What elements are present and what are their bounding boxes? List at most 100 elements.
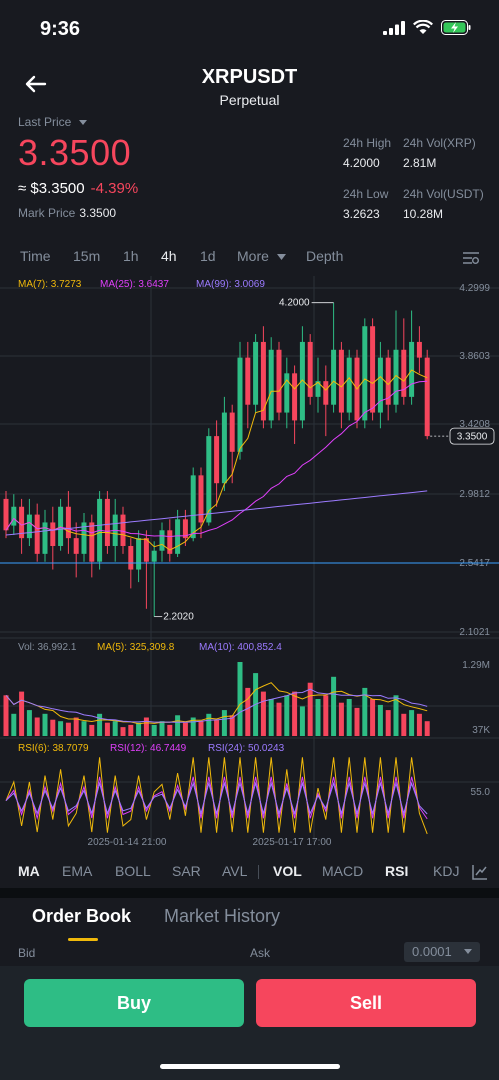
- ind-macd[interactable]: MACD: [322, 863, 364, 879]
- volume-bar: [50, 719, 56, 736]
- volume-bar: [307, 682, 313, 736]
- chart-area[interactable]: 4.2999 3.8603 3.4208 2.9812 2.5417 2.1021 MA(7…: [0, 273, 499, 856]
- volume-bar: [89, 724, 95, 736]
- rsi24-legend: RSI(24): 50.0243: [208, 743, 285, 754]
- volume-bar: [198, 721, 204, 736]
- ma25-legend: MA(25): 3.6437: [100, 279, 169, 290]
- candle-body: [214, 436, 220, 484]
- candlestick-chart[interactable]: 4.2999 3.8603 3.4208 2.9812 2.5417 2.1021 MA(7…: [0, 273, 499, 856]
- tab-depth[interactable]: Depth: [306, 248, 344, 264]
- current-price-label: 3.3500: [457, 432, 488, 443]
- volume-bar: [377, 704, 383, 736]
- tab-more[interactable]: More: [237, 248, 286, 264]
- stat-value: 4.2000: [343, 156, 380, 170]
- volume-bar: [73, 717, 79, 736]
- stat-label: 24h Low: [343, 187, 389, 201]
- ind-vol[interactable]: VOL: [273, 863, 302, 879]
- candle-body: [362, 326, 368, 421]
- volume-bar: [315, 699, 321, 736]
- ind-ma[interactable]: MA: [18, 863, 40, 879]
- ind-sar[interactable]: SAR: [172, 863, 201, 879]
- tab-1h[interactable]: 1h: [123, 248, 139, 264]
- volume-bar: [299, 706, 305, 736]
- ma99-legend: MA(99): 3.0069: [196, 279, 265, 290]
- candle-body: [3, 498, 9, 531]
- interval-tabs: Time 15m 1h 4h 1d More Depth: [0, 244, 499, 272]
- vol-axis-top: 1.29M: [462, 660, 490, 671]
- price-axis-label: 2.9812: [459, 489, 490, 500]
- volume-bar: [409, 710, 415, 736]
- ind-avl[interactable]: AVL: [222, 863, 248, 879]
- caret-down-icon: [464, 949, 472, 954]
- volume-bar: [190, 717, 196, 736]
- candle-body: [393, 349, 399, 405]
- candle-body: [323, 381, 329, 405]
- volume-bar: [401, 713, 407, 736]
- vol-ma10-legend: MA(10): 400,852.4: [199, 642, 282, 653]
- indicator-chart-icon[interactable]: [472, 864, 488, 880]
- ind-boll[interactable]: BOLL: [115, 863, 151, 879]
- wifi-icon: [413, 20, 433, 34]
- volume-bar: [151, 724, 157, 736]
- vol-ma5-legend: MA(5): 325,309.8: [97, 642, 175, 653]
- tab-market-history[interactable]: Market History: [164, 906, 281, 926]
- candle-body: [50, 522, 56, 546]
- date-label: 2025-01-14 21:00: [88, 837, 167, 848]
- volume-bar: [370, 699, 376, 736]
- stat-label: 24h High: [343, 136, 392, 150]
- candle-body: [253, 341, 259, 405]
- ind-rsi[interactable]: RSI: [385, 863, 409, 879]
- candle-body: [409, 341, 415, 397]
- tab-4h[interactable]: 4h: [161, 248, 177, 264]
- candle-body: [73, 538, 79, 554]
- candle-body: [245, 357, 251, 405]
- candle-body: [299, 341, 305, 421]
- candle-body: [167, 530, 173, 554]
- candle-body: [260, 341, 266, 421]
- candle-body: [151, 550, 157, 562]
- orderbook-tabs: Order Book Market History: [0, 898, 499, 942]
- bid-label: Bid: [18, 946, 36, 960]
- rsi6-line: [5, 757, 428, 835]
- price-axis-label: 3.8603: [459, 351, 490, 362]
- volume-bar: [260, 691, 266, 736]
- rsi-axis-label: 55.0: [471, 787, 491, 798]
- tab-15m[interactable]: 15m: [73, 248, 101, 264]
- tab-order-book[interactable]: Order Book: [32, 906, 132, 926]
- candle-body: [175, 519, 181, 554]
- ind-kdj[interactable]: KDJ: [433, 863, 460, 879]
- chart-settings-icon[interactable]: [462, 250, 480, 266]
- volume-bar: [3, 695, 9, 736]
- candle-body: [190, 475, 196, 539]
- candle-body: [284, 373, 290, 413]
- tab-1d[interactable]: 1d: [200, 248, 216, 264]
- volume-bar: [284, 695, 290, 736]
- buy-button[interactable]: Buy: [24, 979, 244, 1027]
- precision-select[interactable]: 0.0001: [404, 942, 480, 962]
- candle-body: [401, 349, 407, 397]
- stat-value: 10.28M: [403, 207, 444, 221]
- candle-body: [292, 373, 298, 421]
- contract-type: Perpetual: [219, 92, 280, 108]
- ma7-line: [5, 369, 428, 551]
- candle-body: [136, 538, 142, 570]
- candle-body: [237, 357, 243, 452]
- volume-bar: [34, 717, 40, 736]
- vol-axis-bottom: 37K: [472, 725, 490, 736]
- candle-body: [307, 341, 313, 397]
- vol-ma10-line: [5, 688, 428, 723]
- tab-time[interactable]: Time: [20, 248, 51, 264]
- candle-body: [276, 349, 282, 413]
- back-arrow-icon[interactable]: [24, 72, 48, 96]
- last-price-label: Last Price: [18, 115, 72, 129]
- volume-bar: [206, 713, 212, 736]
- header: XRPUSDT Perpetual: [0, 60, 499, 110]
- stat-value: 2.81M: [403, 156, 437, 170]
- sell-button[interactable]: Sell: [256, 979, 476, 1027]
- symbol-title: XRPUSDT: [201, 66, 298, 88]
- low-annotation: 2.2020: [163, 612, 194, 623]
- candle-body: [104, 498, 110, 546]
- mark-price-label: Mark Price: [18, 206, 76, 220]
- last-price-selector[interactable]: Last Price: [18, 115, 87, 129]
- ind-ema[interactable]: EMA: [62, 863, 93, 879]
